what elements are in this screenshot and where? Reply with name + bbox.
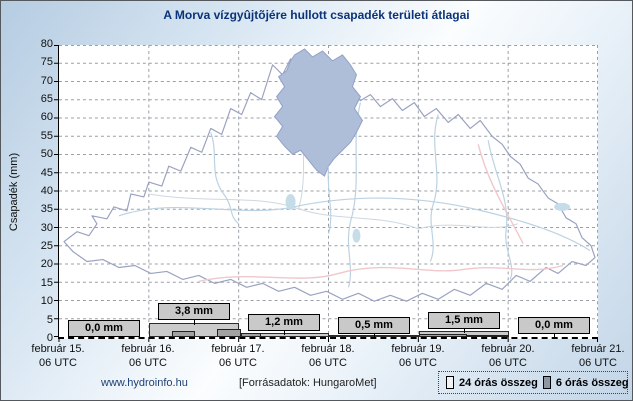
- data-label: 0,0 mm: [518, 317, 590, 334]
- legend: 24 órás összeg 6 órás összeg: [438, 371, 629, 394]
- y-tick-label: 45: [40, 167, 53, 179]
- y-tick-label: 65: [40, 93, 53, 105]
- data-label: 0,5 mm: [338, 317, 410, 334]
- chart-title: A Morva vízgyûjtõjére hullott csapadék t…: [163, 8, 470, 22]
- y-tick-label: 0: [46, 332, 53, 344]
- y-tick-label: 40: [40, 185, 53, 197]
- plot-area: 0,0 mm 3,8 mm 1,2 mm 0,5 mm 1,5 mm 0,0 m…: [54, 45, 598, 342]
- y-tick-label: 60: [40, 111, 53, 123]
- y-tick-label: 10: [40, 295, 53, 307]
- data-label: 1,5 mm: [428, 312, 500, 329]
- legend-label-24h: 24 órás összeg: [459, 376, 538, 389]
- callout-line: [373, 334, 375, 337]
- y-tick-label: 5: [46, 314, 53, 326]
- data-label-callout: 0,5 mm: [338, 317, 410, 337]
- y-tick-label: 15: [40, 277, 53, 289]
- basin-outline: [63, 58, 596, 302]
- x-tick-label: február 21. 06 UTC: [571, 343, 625, 369]
- lake: [285, 193, 296, 210]
- y-tick-label: 70: [40, 75, 53, 87]
- legend-label-6h: 6 órás összeg: [555, 376, 629, 389]
- data-label: 3,8 mm: [158, 303, 230, 320]
- bar-6h-total: [419, 334, 467, 337]
- morva-highlighted-subcatchment: [273, 48, 364, 177]
- axis-tick-marks: [54, 45, 598, 342]
- lake: [352, 228, 361, 243]
- data-label-callout: 1,2 mm: [248, 314, 320, 335]
- x-tick-label: február 16. 06 UTC: [121, 343, 175, 369]
- bar-6h-total: [467, 335, 509, 337]
- lake: [554, 202, 571, 211]
- data-label-callout: 0,0 mm: [518, 317, 590, 339]
- data-label: 0,0 mm: [68, 320, 140, 337]
- callout-line: [193, 320, 195, 325]
- y-tick-label: 80: [40, 38, 53, 50]
- data-label-callout: 3,8 mm: [158, 303, 230, 325]
- legend-swatch-6h: [542, 376, 551, 389]
- y-tick-label: 35: [40, 203, 53, 215]
- y-tick-label: 55: [40, 130, 53, 142]
- x-tick-label: február 18. 06 UTC: [301, 343, 355, 369]
- border-lines: [198, 144, 564, 283]
- callout-line: [103, 337, 105, 339]
- bar-6h-total: [241, 333, 261, 337]
- river-lines: [118, 102, 591, 288]
- basin-map-and-grid: [54, 45, 598, 342]
- y-axis-title: Csapadék (mm): [8, 152, 20, 232]
- bar-6h-total: [217, 329, 241, 337]
- data-label-callout: 0,0 mm: [68, 320, 140, 339]
- morva-river: [327, 166, 332, 234]
- y-tick-label: 25: [40, 240, 53, 252]
- callout-line: [283, 331, 285, 335]
- y-tick-label: 50: [40, 148, 53, 160]
- data-label: 1,2 mm: [248, 314, 320, 331]
- data-label-callout: 1,5 mm: [428, 312, 500, 333]
- callout-line: [553, 334, 555, 339]
- x-tick-label: február 20. 06 UTC: [481, 343, 535, 369]
- y-tick-label: 20: [40, 258, 53, 270]
- x-tick-label: február 15. 06 UTC: [31, 343, 85, 369]
- x-tick-label: február 19. 06 UTC: [391, 343, 445, 369]
- x-tick-label: február 17. 06 UTC: [211, 343, 265, 369]
- y-tick-label: 30: [40, 222, 53, 234]
- site-credit: www.hydroinfo.hu: [101, 377, 188, 389]
- legend-swatch-24h: [446, 376, 454, 389]
- y-tick-label: 75: [40, 56, 53, 68]
- callout-line: [463, 329, 465, 333]
- source-credit: [Forrásadatok: HungaroMet]: [239, 377, 377, 389]
- bar-6h-total: [172, 331, 195, 337]
